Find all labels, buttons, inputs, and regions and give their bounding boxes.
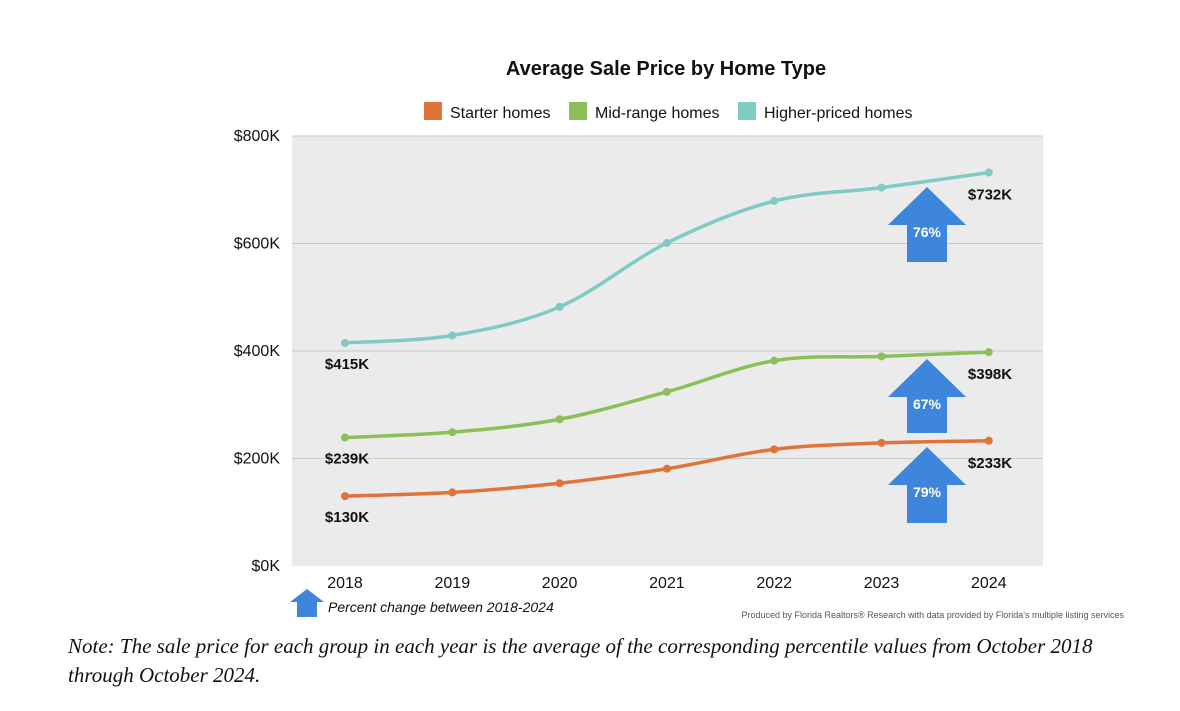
- data-point: [770, 445, 779, 454]
- data-point: [448, 331, 457, 340]
- percent-change-arrow: [888, 187, 966, 262]
- data-point: [448, 428, 457, 437]
- legend-label: Mid-range homes: [595, 105, 720, 122]
- data-point: [770, 356, 779, 365]
- start-value-label: $239K: [325, 451, 369, 468]
- x-tick-label: 2019: [435, 575, 471, 592]
- x-axis: 2018 2019 2020 2021 2022 2023 2024: [327, 575, 1006, 592]
- legend-swatch: [424, 102, 442, 120]
- data-point: [448, 488, 457, 497]
- x-tick-label: 2021: [649, 575, 685, 592]
- x-tick-label: 2018: [327, 575, 363, 592]
- legend-label: Starter homes: [450, 105, 550, 122]
- start-value-label: $415K: [325, 356, 369, 373]
- end-value-label: $233K: [968, 455, 1012, 472]
- legend-label: Higher-priced homes: [764, 105, 913, 122]
- data-point: [877, 352, 886, 361]
- data-point: [341, 338, 349, 347]
- y-tick-label: $0K: [252, 558, 281, 575]
- chart: Average Sale Price by Home Type Starter …: [234, 58, 1125, 620]
- percent-change-label: 79%: [913, 484, 942, 500]
- data-point: [984, 168, 993, 177]
- x-tick-label: 2020: [542, 575, 578, 592]
- data-labels: $130K $233K $239K $398K $415K $732K: [325, 187, 1012, 527]
- footnote-note: Note: The sale price for each group in e…: [68, 634, 1093, 687]
- percent-change-arrow: [888, 447, 966, 523]
- arrow-legend-icon: [290, 589, 324, 617]
- percent-change-arrow: [888, 359, 966, 433]
- x-tick-label: 2023: [864, 575, 900, 592]
- y-tick-label: $600K: [234, 236, 281, 253]
- end-value-label: $398K: [968, 366, 1012, 383]
- start-value-label: $130K: [325, 509, 369, 526]
- data-point: [877, 438, 886, 447]
- end-value-label: $732K: [968, 187, 1012, 204]
- percent-change-label: 67%: [913, 396, 942, 412]
- legend-swatch: [569, 102, 587, 120]
- legend-swatch: [738, 102, 756, 120]
- x-tick-label: 2024: [971, 575, 1007, 592]
- data-point: [984, 436, 993, 445]
- data-point: [341, 492, 349, 501]
- data-point: [877, 183, 886, 192]
- chart-title: Average Sale Price by Home Type: [506, 58, 826, 80]
- arrow-legend-label: Percent change between 2018-2024: [328, 599, 554, 615]
- y-tick-label: $800K: [234, 128, 281, 145]
- y-tick-label: $200K: [234, 451, 281, 468]
- legend: Starter homes Mid-range homes Higher-price…: [424, 102, 913, 122]
- data-point: [555, 302, 564, 311]
- arrow-legend: Percent change between 2018-2024: [290, 589, 554, 617]
- data-point: [984, 348, 993, 357]
- data-point: [341, 433, 349, 442]
- data-point: [770, 197, 779, 206]
- data-point: [662, 387, 671, 396]
- data-point: [555, 415, 564, 424]
- data-point: [662, 464, 671, 473]
- x-tick-label: 2022: [756, 575, 792, 592]
- y-tick-label: $400K: [234, 343, 281, 360]
- percent-change-label: 76%: [913, 224, 942, 240]
- data-point: [555, 479, 564, 488]
- y-axis: $0K $200K $400K $600K $800K: [234, 128, 281, 575]
- series-lines: [341, 168, 993, 501]
- percent-change-arrows: 79% 67% 76%: [888, 187, 966, 523]
- data-point: [662, 238, 671, 247]
- credit-text: Produced by Florida Realtors® Research w…: [741, 610, 1124, 620]
